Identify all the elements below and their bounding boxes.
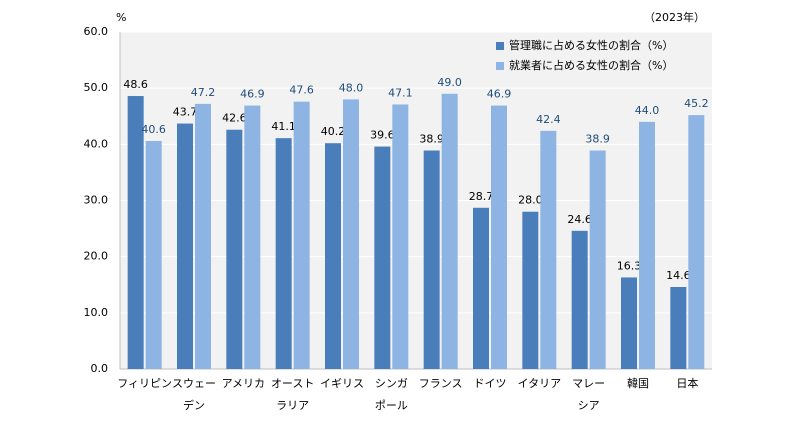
y-tick-label: 20.0 xyxy=(84,250,109,263)
bar xyxy=(540,130,557,369)
data-label: 47.1 xyxy=(388,86,413,99)
x-tick-label: イタリア xyxy=(518,377,562,390)
bar xyxy=(343,99,359,370)
data-label: 44.0 xyxy=(635,104,660,117)
bar xyxy=(293,101,310,369)
x-tick-label: スウェーデン xyxy=(172,377,216,412)
bar xyxy=(127,96,144,369)
data-label: 42.6 xyxy=(222,112,247,125)
annotation: （2023年） xyxy=(644,10,705,24)
data-label: 14.6 xyxy=(666,269,691,282)
y-tick-label: 60.0 xyxy=(84,25,109,38)
bar xyxy=(374,146,391,369)
data-label: 40.6 xyxy=(141,123,166,136)
data-label: 48.6 xyxy=(123,78,148,91)
bar xyxy=(491,105,507,369)
data-label: 39.6 xyxy=(370,129,395,142)
bar xyxy=(621,277,637,369)
data-label: 45.2 xyxy=(684,97,709,110)
y-tick-label: 30.0 xyxy=(84,194,109,207)
x-tick-label: シンガポール xyxy=(375,377,408,412)
bar xyxy=(441,93,458,370)
data-label: 40.2 xyxy=(321,125,346,138)
legend-swatch xyxy=(496,42,504,50)
x-tick-label: オーストラリア xyxy=(271,377,314,412)
bar xyxy=(244,105,261,369)
bar xyxy=(589,150,606,369)
bar xyxy=(670,286,687,369)
x-tick-label: フランス xyxy=(419,377,463,390)
bar xyxy=(145,140,162,369)
bar xyxy=(522,211,539,369)
data-label: 42.4 xyxy=(536,113,561,126)
data-label: 41.1 xyxy=(271,120,296,133)
y-tick-label: 40.0 xyxy=(84,137,109,150)
y-tick-label: 0.0 xyxy=(91,362,109,375)
x-tick-label: 日本 xyxy=(676,376,698,390)
data-label: 46.9 xyxy=(487,88,512,101)
data-label: 47.2 xyxy=(191,86,216,99)
bar xyxy=(688,115,705,369)
bar xyxy=(275,138,292,369)
legend-label: 就業者に占める女性の割合（%） xyxy=(509,58,673,72)
bar xyxy=(392,104,409,369)
data-label: 43.7 xyxy=(173,106,198,119)
data-label: 24.6 xyxy=(567,213,592,226)
data-label: 46.9 xyxy=(240,88,265,101)
bar xyxy=(639,121,655,369)
data-label: 38.9 xyxy=(419,133,444,146)
x-tick-label: フィリピン xyxy=(117,377,172,390)
y-tick-label: 10.0 xyxy=(84,306,109,319)
x-tick-label: イギリス xyxy=(320,377,364,390)
bar xyxy=(177,123,193,369)
x-tick-label: ドイツ xyxy=(474,377,507,390)
data-label: 16.3 xyxy=(617,259,642,272)
bar xyxy=(423,150,440,369)
x-tick-label: マレーシア xyxy=(572,377,605,412)
data-label: 28.0 xyxy=(518,194,543,207)
y-tick-label: 50.0 xyxy=(84,81,109,94)
bar xyxy=(226,129,243,369)
data-label: 48.0 xyxy=(339,81,364,94)
bar xyxy=(473,207,489,369)
data-label: 49.0 xyxy=(437,76,462,89)
bar xyxy=(325,143,341,369)
bar xyxy=(571,230,588,369)
unit-label: % xyxy=(116,11,126,24)
bar xyxy=(195,103,211,369)
x-tick-label: アメリカ xyxy=(222,377,265,390)
data-label: 28.7 xyxy=(469,190,494,203)
legend-label: 管理職に占める女性の割合（%） xyxy=(509,38,673,52)
x-tick-label: 韓国 xyxy=(627,377,649,390)
data-label: 38.9 xyxy=(585,133,610,146)
data-label: 47.6 xyxy=(289,84,314,97)
legend-swatch xyxy=(496,62,504,70)
